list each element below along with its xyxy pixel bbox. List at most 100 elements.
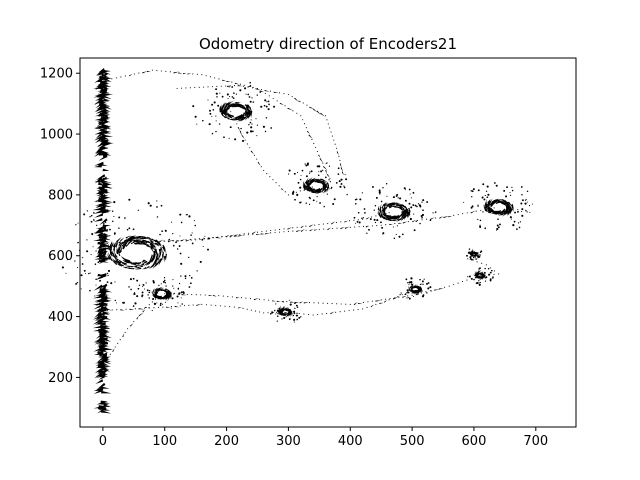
arrow-dot (322, 162, 324, 164)
arrow (377, 205, 380, 211)
arrow (487, 204, 490, 210)
arrow-dot (398, 296, 400, 298)
arrow-dot (295, 304, 298, 307)
arrow-dot (448, 285, 450, 287)
arrow-dot (159, 240, 161, 242)
arrow-dot (190, 277, 193, 279)
arrow-dot (422, 283, 424, 285)
arrow-dot (144, 288, 146, 290)
arrow-dot (75, 224, 77, 226)
arrow-dot (77, 241, 79, 244)
arrow-dot (128, 198, 131, 201)
arrow-dot (86, 239, 88, 241)
arrow-dot (371, 300, 373, 302)
arrow-dot (336, 227, 338, 229)
arrow (339, 163, 342, 168)
arrow-dot (365, 225, 368, 228)
arrow-dot (94, 263, 97, 265)
arrow (97, 273, 107, 277)
arrow-dot (188, 256, 190, 259)
arrow-dot (296, 193, 299, 196)
arrow-dot (275, 182, 277, 184)
arrow-dot (297, 181, 300, 184)
arrow-dot (129, 278, 133, 281)
arrow-dot (176, 248, 179, 250)
arrow-dot (296, 172, 298, 174)
arrow-dot (292, 230, 294, 232)
arrow (133, 240, 142, 243)
arrow (287, 311, 290, 317)
arrow-dot (250, 309, 252, 311)
arrow (127, 236, 135, 240)
arrow (100, 302, 109, 305)
arrow (235, 297, 240, 299)
arrow-dot (90, 220, 93, 223)
arrow-dot (521, 199, 524, 202)
arrow (152, 259, 158, 266)
arrow-dot (150, 241, 153, 243)
arrow-dot (296, 306, 299, 308)
arrow (95, 275, 103, 280)
arrow-dot (114, 346, 116, 348)
arrow-dot (407, 221, 409, 223)
arrow (485, 200, 488, 209)
arrow-dot (191, 242, 194, 245)
arrow-dot (316, 200, 318, 202)
arrow-dot (463, 201, 465, 203)
arrow-dot (138, 72, 140, 74)
arrow-dot (192, 304, 194, 306)
arrow (429, 217, 435, 221)
arrow (155, 257, 159, 264)
arrow-dot (324, 115, 327, 117)
arrow (470, 210, 476, 214)
arrow-dot (344, 310, 346, 312)
arrow-dot (477, 205, 479, 207)
arrow-dot (430, 290, 432, 292)
arrow-dot (283, 93, 285, 95)
arrow-dot (479, 226, 482, 228)
arrow-dot (202, 119, 204, 122)
arrow (307, 186, 312, 190)
arrow-dot (470, 190, 472, 192)
arrow-dot (412, 295, 415, 297)
arrow (286, 309, 292, 313)
arrow-dot (330, 131, 332, 133)
arrow (145, 240, 151, 244)
arrow (241, 135, 245, 140)
arrow (94, 298, 103, 302)
arrow-dot (519, 221, 522, 223)
arrow-dot (407, 282, 409, 284)
arrow-dot (355, 222, 357, 224)
arrow (264, 232, 271, 235)
arrow-dot (239, 233, 241, 235)
arrow-dot (142, 286, 144, 288)
arrow-dot (487, 193, 490, 196)
arrow-dot (179, 252, 182, 255)
arrow (504, 200, 509, 203)
arrow-dot (322, 302, 324, 304)
arrow-dot (261, 231, 263, 233)
arrow-dot (409, 217, 412, 221)
arrow-dot (249, 130, 253, 133)
arrow (98, 405, 108, 408)
arrow-dot (492, 276, 494, 278)
arrow-dot (427, 287, 430, 290)
arrow-dot (114, 234, 116, 236)
arrow (312, 108, 317, 113)
arrow-dot (295, 191, 297, 193)
arrow (314, 229, 318, 231)
arrow (294, 301, 300, 304)
arrow (398, 222, 403, 224)
arrow-dot (368, 228, 370, 231)
arrow-dot (361, 217, 363, 219)
arrow-dot (303, 313, 305, 315)
arrow (134, 237, 139, 240)
arrow (98, 121, 107, 125)
arrow (95, 109, 104, 114)
arrow-dot (329, 178, 331, 180)
arrow (344, 220, 349, 223)
arrow-dot (338, 180, 341, 183)
arrow-dot (316, 165, 319, 168)
arrow-dot (229, 126, 232, 129)
arrow-dot (130, 288, 132, 291)
